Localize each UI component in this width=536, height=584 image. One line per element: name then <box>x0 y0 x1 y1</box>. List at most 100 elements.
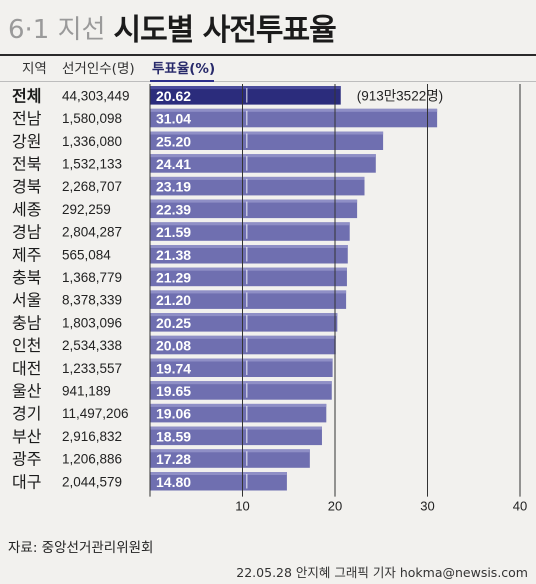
region-label: 충북 <box>12 268 41 287</box>
bar-value-label: 19.65 <box>156 383 191 399</box>
bar-value-label: 19.06 <box>156 406 191 422</box>
bar <box>150 222 350 241</box>
bar-value-label: 20.08 <box>156 338 191 354</box>
chart-subtitle: 6·1 지선 <box>8 14 106 45</box>
voter-count: 1,803,096 <box>62 315 122 330</box>
chart-title-block: 6·1 지선 시도별 사전투표율 <box>8 4 337 50</box>
bar-separator <box>246 156 248 171</box>
bar <box>150 449 310 468</box>
bar-value-label: 20.25 <box>156 315 191 331</box>
bar-value-label: 17.28 <box>156 451 191 467</box>
voter-count: 941,189 <box>62 383 111 398</box>
bar <box>150 358 333 377</box>
bar-separator <box>246 110 248 126</box>
voter-count: 1,336,080 <box>62 134 122 149</box>
column-header-rule <box>0 81 536 82</box>
bar-value-label: 14.80 <box>156 474 191 490</box>
bar-separator <box>246 428 248 444</box>
bar-highlight <box>150 131 384 135</box>
bar-value-label: 20.62 <box>156 88 191 104</box>
bar <box>150 290 347 309</box>
region-label: 전체 <box>12 86 41 105</box>
bar-separator <box>246 337 248 353</box>
region-label: 전남 <box>12 109 42 128</box>
rate-header-underline <box>150 80 214 82</box>
bar-highlight <box>150 267 347 271</box>
bar <box>150 381 332 400</box>
bar <box>150 403 327 423</box>
region-label: 경기 <box>12 404 41 423</box>
bar-separator <box>246 224 248 239</box>
bar <box>150 313 338 332</box>
region-label: 경북 <box>12 177 41 196</box>
bar <box>150 154 376 173</box>
region-label: 인천 <box>12 336 41 355</box>
bar-separator <box>246 451 248 466</box>
bar-highlight <box>150 108 438 112</box>
voter-count: 1,206,886 <box>62 452 122 467</box>
bar-value-label: 31.04 <box>156 111 191 127</box>
bar-value-label: 21.59 <box>156 224 191 240</box>
region-label: 대구 <box>12 472 41 491</box>
region-label: 세종 <box>12 200 41 219</box>
voter-count: 2,804,287 <box>62 225 122 240</box>
voter-count: 1,233,557 <box>62 361 122 376</box>
bar-highlight <box>150 290 347 294</box>
bar <box>150 86 341 105</box>
voter-count: 1,580,098 <box>62 111 122 126</box>
bar-highlight <box>150 222 350 226</box>
bar-value-label: 24.41 <box>156 156 191 172</box>
bar-value-label: 18.59 <box>156 428 191 444</box>
column-header-region: 지역 <box>22 61 47 77</box>
x-tick-label: 10 <box>235 499 249 514</box>
region-label: 광주 <box>12 450 41 469</box>
bar-highlight <box>150 358 333 362</box>
region-label: 대전 <box>12 359 41 378</box>
bar <box>150 176 365 196</box>
bar-highlight <box>150 449 310 453</box>
bar-separator <box>246 315 248 330</box>
bar <box>150 131 384 150</box>
bar-separator <box>246 474 248 489</box>
bar-value-label: 21.38 <box>156 247 191 263</box>
column-header-rate: 투표율(%) <box>152 61 216 77</box>
bar-separator <box>246 360 248 375</box>
bar-highlight <box>150 472 287 475</box>
bar-value-label: 21.29 <box>156 269 191 285</box>
voter-count: 2,044,579 <box>62 474 122 489</box>
voter-count: 1,368,779 <box>62 270 122 285</box>
bar-highlight <box>150 245 348 248</box>
credit-line: 22.05.28 안지혜 그래픽 기자 hokma@newsis.com <box>236 565 528 580</box>
region-label: 제주 <box>12 245 41 264</box>
voter-count: 2,534,338 <box>62 338 122 353</box>
column-header-voters: 선거인수(명) <box>62 61 135 77</box>
total-voters-note: (913만3522명) <box>357 88 443 103</box>
bar-value-label: 21.20 <box>156 292 191 308</box>
bar-highlight <box>150 154 376 158</box>
region-label: 강원 <box>12 132 41 151</box>
bar-separator <box>246 269 248 285</box>
bar-separator <box>246 247 248 262</box>
bar-separator <box>246 383 248 398</box>
bar-highlight <box>150 313 338 317</box>
source-note: 자료: 중앙선거관리위원회 <box>8 540 154 556</box>
bar-separator <box>246 133 248 148</box>
x-tick-label: 20 <box>328 499 342 514</box>
region-label: 부산 <box>12 427 42 446</box>
bar-separator <box>246 201 248 217</box>
region-label: 전북 <box>12 154 41 173</box>
bar-highlight <box>150 381 332 385</box>
bar <box>150 426 322 446</box>
region-label: 충남 <box>12 313 42 332</box>
bar-highlight <box>150 403 327 407</box>
voter-count: 8,378,339 <box>62 293 122 308</box>
header-rule <box>0 54 536 56</box>
voter-count: 565,084 <box>62 247 111 262</box>
bar <box>150 472 287 491</box>
bar-value-label: 25.20 <box>156 133 191 149</box>
bar-separator <box>246 178 248 194</box>
voter-count: 2,916,832 <box>62 429 122 444</box>
region-label: 울산 <box>12 381 42 400</box>
x-tick-label: 40 <box>513 499 527 514</box>
